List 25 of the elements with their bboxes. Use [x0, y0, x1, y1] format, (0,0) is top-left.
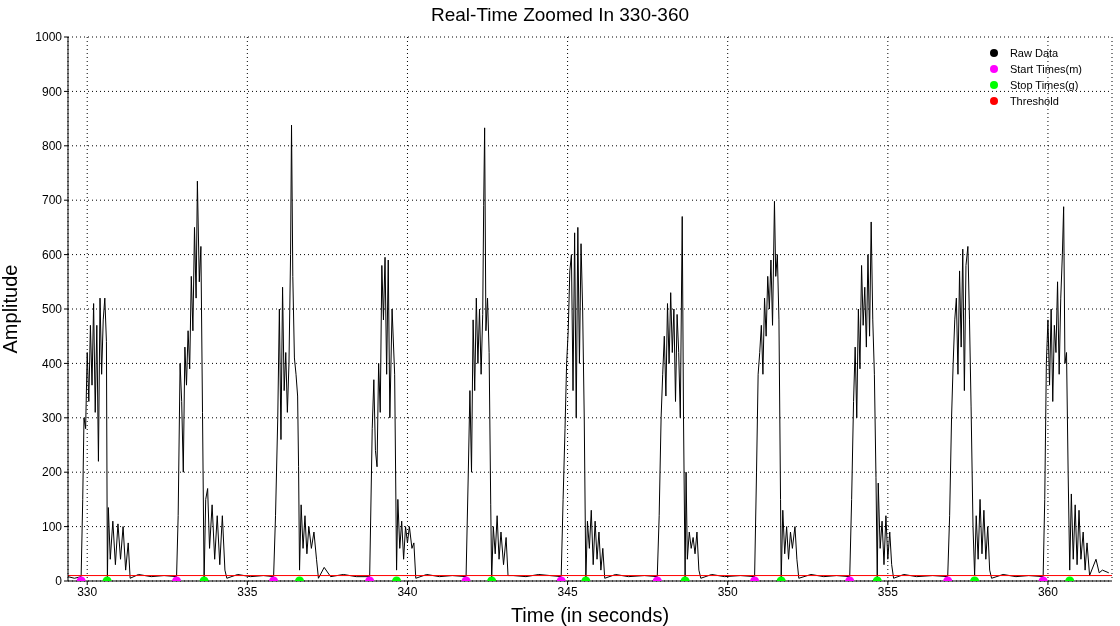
- y-tick-label: 600: [41, 247, 63, 262]
- x-tick-label: 350: [717, 584, 739, 599]
- y-tick-label: 900: [41, 84, 63, 99]
- y-tick-label: 300: [41, 411, 63, 426]
- y-tick-label: 100: [41, 519, 63, 534]
- legend-label: Stop Times(g): [1009, 78, 1079, 93]
- y-tick-label: 400: [41, 356, 63, 371]
- x-tick-label: 335: [237, 584, 258, 599]
- x-axis-title: Time (in seconds): [510, 604, 670, 626]
- x-tick-label: 345: [557, 584, 578, 599]
- y-tick-label: 0: [55, 574, 63, 589]
- x-tick-label: 340: [397, 584, 418, 599]
- chart-title: Real-Time Zoomed In 330-360: [430, 4, 690, 26]
- legend-label: Threshold: [1009, 94, 1059, 109]
- y-tick-label: 800: [41, 139, 63, 154]
- x-tick-label: 355: [877, 584, 899, 599]
- y-tick-label: 700: [41, 193, 63, 208]
- y-tick-label: 1000: [35, 30, 63, 45]
- y-axis-title: Amplitude: [0, 264, 22, 354]
- y-tick-label: 500: [41, 302, 63, 317]
- legend-label: Start Times(m): [1009, 62, 1082, 77]
- y-tick-label: 200: [41, 465, 63, 480]
- x-tick-label: 360: [1037, 584, 1059, 599]
- legend-label: Raw Data: [1009, 46, 1059, 61]
- x-tick-label: 330: [77, 584, 98, 599]
